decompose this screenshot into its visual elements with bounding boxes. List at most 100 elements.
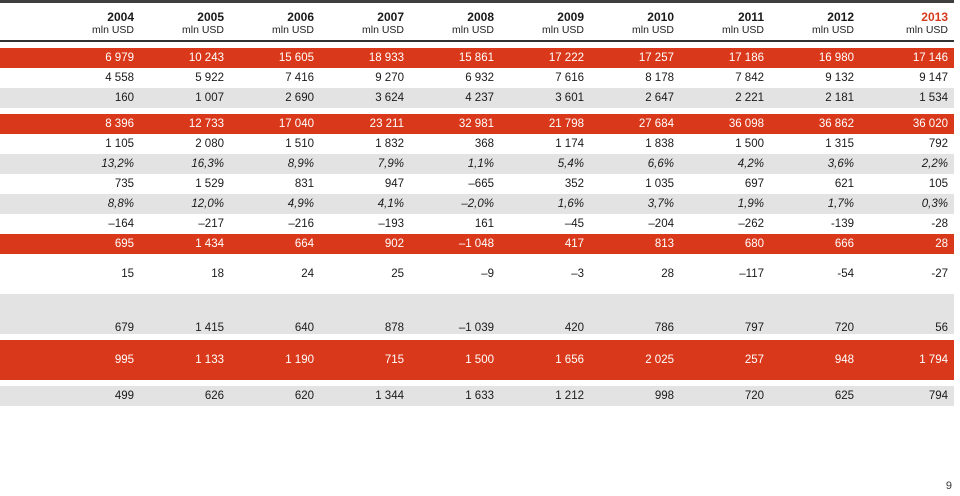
year-2013: 2013 bbox=[921, 10, 948, 24]
table-cell: 1 190 bbox=[230, 340, 320, 380]
table-row: 695 1 434 664 902 –1 048 417 813 680 666 28 bbox=[0, 234, 954, 254]
row-spacer bbox=[0, 108, 954, 114]
table-cell: 3 601 bbox=[500, 88, 590, 108]
table-cell: 3 624 bbox=[320, 88, 410, 108]
table-cell: 1 344 bbox=[320, 386, 410, 406]
table-cell: 160 bbox=[0, 88, 140, 108]
table-row: 8,8% 12,0% 4,9% 4,1% –2,0% 1,6% 3,7% 1,9% 1,7% 0,… bbox=[0, 194, 954, 214]
table-cell: –216 bbox=[230, 214, 320, 234]
table-cell: 3,7% bbox=[590, 194, 680, 214]
unit-label: mln USD bbox=[770, 24, 860, 42]
table-cell: 12 733 bbox=[140, 114, 230, 134]
table-cell: –204 bbox=[590, 214, 680, 234]
row-spacer bbox=[0, 41, 954, 48]
table-cell: 664 bbox=[230, 234, 320, 254]
table-cell: 998 bbox=[590, 386, 680, 406]
table-cell: –2,0% bbox=[410, 194, 500, 214]
table-cell: 995 bbox=[0, 340, 140, 380]
table-cell: –665 bbox=[410, 174, 500, 194]
table-cell: 417 bbox=[500, 234, 590, 254]
table-row: 995 1 133 1 190 715 1 500 1 656 2 025 257 948 1 7… bbox=[0, 340, 954, 380]
table-row: 499 626 620 1 344 1 633 1 212 998 720 625 794 bbox=[0, 386, 954, 406]
table-cell: 1 832 bbox=[320, 134, 410, 154]
spacer-cell bbox=[0, 41, 954, 48]
table-cell: 794 bbox=[860, 386, 954, 406]
table-cell: 2 181 bbox=[770, 88, 860, 108]
year-2007: 2007 bbox=[377, 10, 404, 24]
table-row: 679 1 415 640 878 –1 039 420 786 797 720 56 bbox=[0, 294, 954, 334]
table-cell: –262 bbox=[680, 214, 770, 234]
table-cell: -28 bbox=[860, 214, 954, 234]
table-cell: 1 415 bbox=[140, 294, 230, 334]
table-cell: 1 534 bbox=[860, 88, 954, 108]
table-cell: –1 048 bbox=[410, 234, 500, 254]
table-cell: 621 bbox=[770, 174, 860, 194]
table-cell: 1 633 bbox=[410, 386, 500, 406]
table-cell: 8,8% bbox=[0, 194, 140, 214]
table-cell: 1 434 bbox=[140, 234, 230, 254]
table-cell: 28 bbox=[860, 234, 954, 254]
table-cell: 17 222 bbox=[500, 48, 590, 68]
year-2005: 2005 bbox=[197, 10, 224, 24]
table-cell: 1 500 bbox=[410, 340, 500, 380]
table-cell: 15 861 bbox=[410, 48, 500, 68]
table-cell: 6 979 bbox=[0, 48, 140, 68]
table-cell: 18 933 bbox=[320, 48, 410, 68]
table-cell: 1 315 bbox=[770, 134, 860, 154]
table-cell: 626 bbox=[140, 386, 230, 406]
table-cell: 640 bbox=[230, 294, 320, 334]
table-cell: 28 bbox=[590, 254, 680, 294]
table-cell: 697 bbox=[680, 174, 770, 194]
table-cell: 2 690 bbox=[230, 88, 320, 108]
table-cell: 56 bbox=[860, 294, 954, 334]
table-row: 160 1 007 2 690 3 624 4 237 3 601 2 647 2 221 2 … bbox=[0, 88, 954, 108]
top-rule bbox=[0, 0, 954, 3]
table-cell: 12,0% bbox=[140, 194, 230, 214]
table-cell: 3,6% bbox=[770, 154, 860, 174]
table-cell: 720 bbox=[680, 386, 770, 406]
unit-label: mln USD bbox=[230, 24, 320, 42]
unit-label: mln USD bbox=[410, 24, 500, 42]
table-cell: 2 025 bbox=[590, 340, 680, 380]
year-2006: 2006 bbox=[287, 10, 314, 24]
table-cell: 1,6% bbox=[500, 194, 590, 214]
unit-label: mln USD bbox=[590, 24, 680, 42]
table-cell: 1 212 bbox=[500, 386, 590, 406]
table-cell: 1 105 bbox=[0, 134, 140, 154]
table-cell: 813 bbox=[590, 234, 680, 254]
table-cell: 13,2% bbox=[0, 154, 140, 174]
table-cell: –193 bbox=[320, 214, 410, 234]
table-cell: 1 500 bbox=[680, 134, 770, 154]
table-row: 735 1 529 831 947 –665 352 1 035 697 621 105 bbox=[0, 174, 954, 194]
table-cell: 24 bbox=[230, 254, 320, 294]
table-cell: 257 bbox=[680, 340, 770, 380]
table-cell: 1 133 bbox=[140, 340, 230, 380]
table-cell: 32 981 bbox=[410, 114, 500, 134]
table-cell: 36 020 bbox=[860, 114, 954, 134]
table-cell: 2 647 bbox=[590, 88, 680, 108]
row-spacer bbox=[0, 380, 954, 386]
table-cell: –9 bbox=[410, 254, 500, 294]
spacer-cell bbox=[0, 108, 954, 114]
table-cell: 105 bbox=[860, 174, 954, 194]
table-cell: 161 bbox=[410, 214, 500, 234]
table-cell: 9 147 bbox=[860, 68, 954, 88]
table-cell: 16,3% bbox=[140, 154, 230, 174]
year-2004: 2004 bbox=[107, 10, 134, 24]
table-cell: –3 bbox=[500, 254, 590, 294]
table-row: 1 105 2 080 1 510 1 832 368 1 174 1 838 1 500 1 … bbox=[0, 134, 954, 154]
spacer-cell bbox=[0, 380, 954, 386]
table-cell: 1 656 bbox=[500, 340, 590, 380]
unit-label: mln USD bbox=[860, 24, 954, 42]
table-cell: 4 237 bbox=[410, 88, 500, 108]
table-cell: 36 862 bbox=[770, 114, 860, 134]
table-cell: –45 bbox=[500, 214, 590, 234]
table-cell: 625 bbox=[770, 386, 860, 406]
table-cell: 1,1% bbox=[410, 154, 500, 174]
unit-label: mln USD bbox=[500, 24, 590, 42]
table-cell: 8,9% bbox=[230, 154, 320, 174]
year-2008: 2008 bbox=[467, 10, 494, 24]
table-cell: 1 510 bbox=[230, 134, 320, 154]
table-cell: 947 bbox=[320, 174, 410, 194]
table-cell: 1,9% bbox=[680, 194, 770, 214]
